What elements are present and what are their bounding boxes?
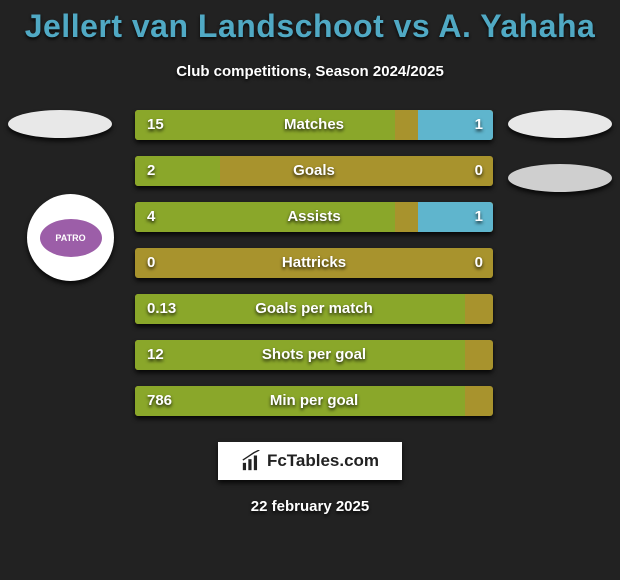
stat-bar: 4Assists1 xyxy=(135,202,493,232)
left-team-badge-inner: PATRO xyxy=(40,219,102,257)
bar-right-value: 0 xyxy=(475,248,483,278)
comparison-area: PATRO 15Matches12Goals04Assists10Hattric… xyxy=(0,110,620,420)
bar-label: Assists xyxy=(135,202,493,232)
bar-label: Hattricks xyxy=(135,248,493,278)
bar-label: Min per goal xyxy=(135,386,493,416)
date-text: 22 february 2025 xyxy=(0,498,620,515)
right-player-oval-2 xyxy=(508,164,612,192)
stat-bar: 15Matches1 xyxy=(135,110,493,140)
stat-bar: 12Shots per goal xyxy=(135,340,493,370)
bar-chart-icon xyxy=(241,450,263,472)
bar-label: Shots per goal xyxy=(135,340,493,370)
left-team-badge: PATRO xyxy=(27,194,114,281)
bar-right-value: 1 xyxy=(475,110,483,140)
bar-right-value: 0 xyxy=(475,156,483,186)
footer-logo: FcTables.com xyxy=(218,442,402,480)
subtitle: Club competitions, Season 2024/2025 xyxy=(0,63,620,80)
bar-label: Goals xyxy=(135,156,493,186)
stat-bar: 2Goals0 xyxy=(135,156,493,186)
right-player-oval-1 xyxy=(508,110,612,138)
bar-label: Goals per match xyxy=(135,294,493,324)
bar-label: Matches xyxy=(135,110,493,140)
left-team-badge-text: PATRO xyxy=(55,233,85,243)
page-title: Jellert van Landschoot vs A. Yahaha xyxy=(0,0,620,45)
stat-bar: 0Hattricks0 xyxy=(135,248,493,278)
left-player-oval xyxy=(8,110,112,138)
bar-right-value: 1 xyxy=(475,202,483,232)
stat-bar: 0.13Goals per match xyxy=(135,294,493,324)
stat-bar: 786Min per goal xyxy=(135,386,493,416)
bars-container: 15Matches12Goals04Assists10Hattricks00.1… xyxy=(135,110,493,432)
footer-brand-text: FcTables.com xyxy=(267,451,379,471)
